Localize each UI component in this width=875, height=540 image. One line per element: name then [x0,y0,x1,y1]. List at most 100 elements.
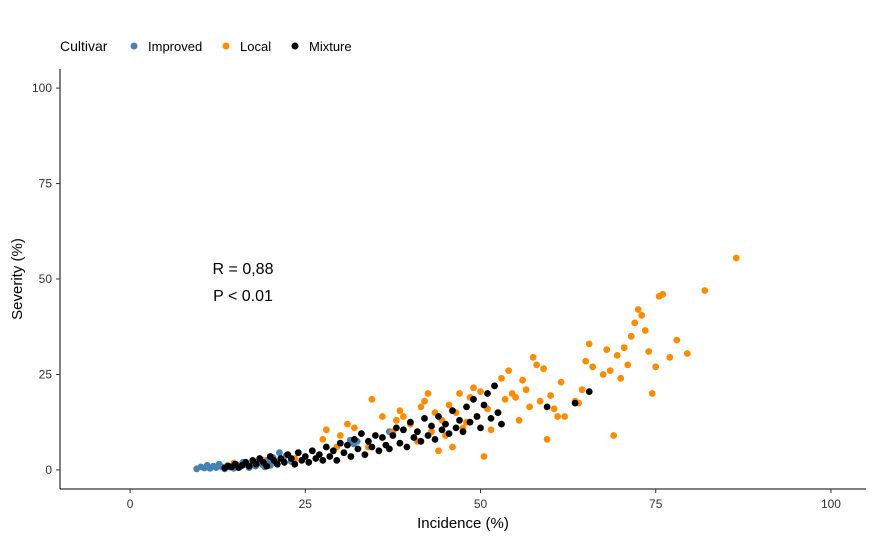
point-mixture [414,428,421,436]
point-improved [276,449,283,457]
point-mixture [438,426,446,434]
y-tick-label: 100 [32,81,52,95]
point-local [477,388,484,395]
point-mixture [361,451,369,458]
point-mixture [417,437,425,445]
point-mixture [294,449,302,457]
point-mixture [379,434,386,441]
point-local [351,424,358,432]
point-local [627,332,635,340]
y-tick-label: 75 [39,177,53,191]
point-mixture [407,418,414,426]
correlation-annotation: R = 0,88 [213,261,274,278]
point-mixture [252,460,260,468]
point-local [585,340,593,348]
point-local [435,447,442,455]
point-local [620,344,628,352]
point-local [547,392,554,399]
point-local [501,395,509,403]
point-local [732,254,740,262]
x-tick-label: 50 [474,497,488,511]
point-local [631,319,639,327]
point-mixture [487,415,495,422]
pvalue-annotation: P < 0.01 [213,288,273,305]
point-local [379,413,386,420]
point-mixture [315,451,323,458]
point-local [561,413,568,420]
point-mixture [410,434,418,441]
y-tick-label: 25 [39,367,53,381]
point-mixture [393,424,400,432]
legend-swatch-mixture [291,42,299,50]
point-local [683,350,691,357]
point-local [515,416,523,424]
point-local [666,353,674,361]
point-mixture [291,460,299,468]
point-local [400,413,407,420]
point-mixture [396,439,404,447]
point-mixture [571,399,579,407]
point-mixture [400,426,407,434]
point-mixture [442,420,449,428]
point-mixture [333,457,341,464]
point-local [645,348,653,355]
point-mixture [305,458,313,466]
legend-swatch-local [222,42,230,50]
point-local [673,336,681,344]
point-mixture [445,430,453,437]
point-local [550,405,558,413]
x-axis-title: Incidence (%) [417,515,509,532]
point-local [393,416,400,424]
point-mixture [498,420,505,428]
point-local [603,346,611,353]
point-mixture [466,418,474,426]
x-tick-label: 0 [127,497,134,511]
point-mixture [386,445,393,453]
point-mixture [326,453,334,460]
point-mixture [354,445,362,453]
point-local [522,386,530,394]
point-mixture [336,439,344,447]
point-mixture [347,453,355,460]
point-mixture [351,436,358,443]
point-local [322,426,330,434]
point-local [624,361,632,369]
point-local [606,367,614,374]
point-local [319,436,327,443]
point-local [617,374,625,382]
point-local [582,357,590,365]
point-mixture [449,407,456,415]
point-local [652,363,660,371]
point-local [641,327,649,334]
point-local [659,290,667,298]
point-mixture [480,401,488,409]
point-mixture [456,416,463,424]
legend-label-mixture: Mixture [309,39,352,54]
point-mixture [428,422,435,430]
point-mixture [280,458,288,466]
point-mixture [368,443,376,451]
point-mixture [452,424,460,432]
point-local [445,401,453,409]
point-local [344,420,351,428]
point-mixture [329,447,337,455]
point-local [648,390,656,397]
point-mixture [287,455,295,462]
point-local [599,371,607,378]
y-axis-title: Severity (%) [9,238,26,320]
point-local [456,390,463,397]
point-mixture [585,388,593,395]
y-tick-label: 50 [39,272,53,286]
point-local [634,306,642,313]
point-mixture [459,428,467,436]
point-mixture [424,432,432,439]
point-local [396,407,404,415]
point-local [487,426,495,434]
point-mixture [389,432,397,439]
point-local [554,413,561,420]
point-mixture [543,403,551,411]
point-mixture [403,443,411,451]
point-local [529,353,537,361]
